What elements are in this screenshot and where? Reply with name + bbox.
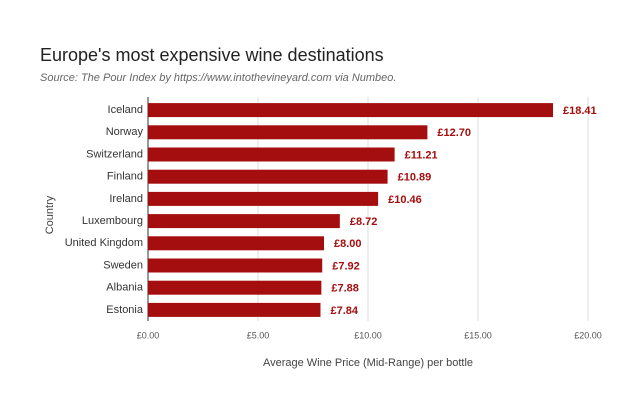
y-tick-label: Finland [107, 171, 143, 183]
value-label: £10.46 [388, 194, 422, 206]
y-axis-title: Country [44, 195, 56, 234]
y-tick-label: Sweden [103, 259, 143, 271]
bar [148, 236, 324, 251]
bar [148, 258, 323, 273]
x-tick-label: £0.00 [137, 330, 160, 340]
y-tick-label: United Kingdom [65, 237, 143, 249]
value-label: £7.88 [331, 283, 359, 295]
x-tick-label: £5.00 [247, 330, 270, 340]
bar [148, 214, 340, 229]
x-tick-label: £15.00 [464, 330, 492, 340]
value-label: £8.00 [334, 238, 362, 250]
chart-title: Europe's most expensive wine destination… [40, 45, 384, 65]
bar [148, 302, 321, 317]
y-tick-label: Iceland [108, 104, 143, 116]
value-label: £7.92 [332, 260, 360, 272]
bar [148, 103, 554, 118]
y-tick-label: Norway [106, 126, 144, 138]
x-tick-label: £20.00 [574, 330, 602, 340]
bar [148, 280, 322, 295]
y-tick-label: Ireland [109, 193, 143, 205]
value-label: £7.84 [330, 305, 358, 317]
y-tick-label: Estonia [106, 304, 144, 316]
value-label: £10.89 [398, 172, 432, 184]
x-tick-label: £10.00 [354, 330, 382, 340]
chart-subtitle: Source: The Pour Index by https://www.in… [40, 72, 396, 84]
x-axis-title: Average Wine Price (Mid-Range) per bottl… [263, 357, 473, 369]
value-label: £8.72 [350, 216, 378, 228]
value-label: £11.21 [405, 149, 438, 161]
bar [148, 169, 388, 184]
bar [148, 147, 395, 162]
y-tick-label: Luxembourg [82, 215, 143, 227]
y-tick-label: Albania [106, 282, 144, 294]
value-label: £12.70 [437, 127, 471, 139]
value-label: £18.41 [563, 105, 597, 117]
bar [148, 125, 428, 140]
y-tick-label: Switzerland [86, 148, 143, 160]
bar [148, 191, 379, 206]
